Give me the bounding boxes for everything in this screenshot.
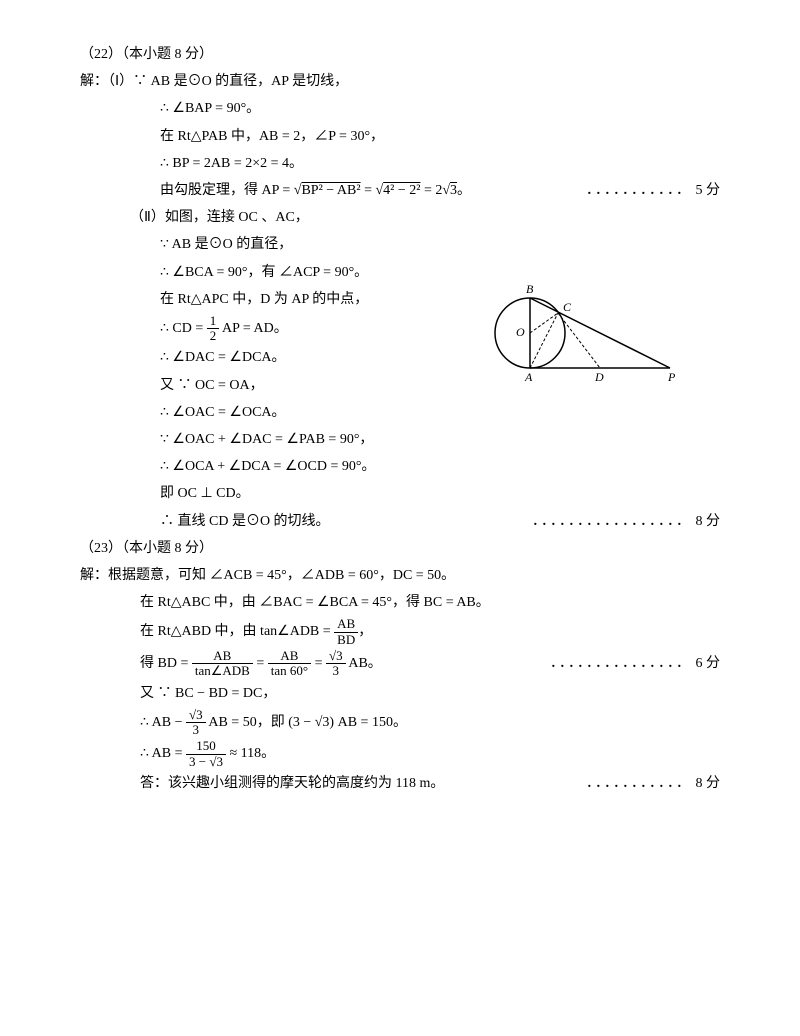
score: 5 分 xyxy=(696,183,721,198)
text: = xyxy=(311,656,326,671)
q22-p2-l10: 即 OC ⊥ CD。 xyxy=(80,481,720,506)
denominator: tan∠ADB xyxy=(192,664,253,678)
text: = xyxy=(361,183,376,198)
numerator: 150 xyxy=(186,739,226,754)
score: 8 分 xyxy=(696,776,721,791)
q23-l6: ∴ AB − √33 AB = 50，即 (3 − √3) AB = 150。 xyxy=(80,708,720,738)
text: AB = 50，即 (3 − √3) AB = 150。 xyxy=(206,715,407,730)
denominator: 3 − √3 xyxy=(186,755,226,769)
text: 。 xyxy=(457,183,471,198)
q23-l7: ∴ AB = 1503 − √3 ≈ 118。 xyxy=(80,739,720,769)
q23-header: （23）（本小题 8 分） xyxy=(80,536,720,561)
denominator: 2 xyxy=(207,329,220,343)
text: ∴ 直线 CD 是⊙O 的切线。 xyxy=(160,509,330,534)
score: 6 分 xyxy=(696,656,721,671)
label-A: A xyxy=(524,370,533,384)
fraction: √33 xyxy=(326,649,346,679)
label-P: P xyxy=(667,370,676,384)
fraction: √33 xyxy=(186,708,206,738)
q22-p1-l2: 在 Rt△PAB 中，AB = 2，∠P = 30°， xyxy=(80,124,720,149)
fraction: ABtan∠ADB xyxy=(192,649,253,679)
label-O: O xyxy=(516,325,525,339)
q23-l2: 在 Rt△ABC 中，由 ∠BAC = ∠BCA = 45°，得 BC = AB… xyxy=(80,590,720,615)
text: 得 BD = xyxy=(140,656,192,671)
q23-l8: 答：该兴趣小组测得的摩天轮的高度约为 118 m。 ．．．．．．．．．．． 8 … xyxy=(80,771,720,796)
radicand: 4² − 2² xyxy=(383,183,420,198)
numerator: 1 xyxy=(207,314,220,329)
text: ∴ CD = xyxy=(160,321,207,336)
q23-l5: 又 ∵ BC − BD = DC， xyxy=(80,681,720,706)
text: 在 Rt△ABD 中，由 tan∠ADB = xyxy=(140,624,334,639)
dots: ．．．．．．．．．．．．．．．．． xyxy=(532,514,692,529)
q22-p2-l1: ∵ AB 是⊙O 的直径， xyxy=(80,232,720,257)
q23-l3: 在 Rt△ABD 中，由 tan∠ADB = ABBD， xyxy=(80,617,720,647)
q22-p1-l1: ∴ ∠BAP = 90°。 xyxy=(80,96,720,121)
q22-p2-intro: （Ⅱ）如图，连接 OC 、AC， xyxy=(80,205,720,230)
numerator: AB xyxy=(192,649,253,664)
label-C: C xyxy=(563,300,572,314)
q22-p1-l4: 由勾股定理，得 AP = √BP² − AB² = √4² − 2² = 2√3… xyxy=(80,178,720,203)
fraction: 12 xyxy=(207,314,220,344)
fraction: ABBD xyxy=(334,617,358,647)
q22-p2-l8: ∵ ∠OAC + ∠DAC = ∠PAB = 90°， xyxy=(80,427,720,452)
text: AB。 xyxy=(346,656,382,671)
radicand: 3 xyxy=(450,183,457,198)
text: ≈ 118。 xyxy=(226,746,275,761)
q22-header: （22）（本小题 8 分） xyxy=(80,42,720,67)
q22-p1-l3: ∴ BP = 2AB = 2×2 = 4。 xyxy=(80,151,720,176)
q23-l4: 得 BD = ABtan∠ADB = ABtan 60° = √33 AB。 ．… xyxy=(80,649,720,679)
denominator: tan 60° xyxy=(268,664,311,678)
text: = xyxy=(253,656,268,671)
fraction: ABtan 60° xyxy=(268,649,311,679)
q22-p2-l7: ∴ ∠OAC = ∠OCA。 xyxy=(80,400,720,425)
fraction: 1503 − √3 xyxy=(186,739,226,769)
label-B: B xyxy=(526,282,534,296)
numerator: AB xyxy=(334,617,358,632)
q22-p2-l11: ∴ 直线 CD 是⊙O 的切线。 ．．．．．．．．．．．．．．．．． 8 分 xyxy=(80,509,720,534)
text: ∴ AB = xyxy=(140,746,186,761)
denominator: 3 xyxy=(186,723,206,737)
dots: ．．．．．．．．．．． xyxy=(586,776,692,791)
text: AP = AD。 xyxy=(219,321,287,336)
numerator: AB xyxy=(268,649,311,664)
geometry-figure: B C O A D P xyxy=(490,278,680,388)
dots: ．．．．．．．．．．．．．．． xyxy=(550,656,692,671)
text: 由勾股定理，得 AP = xyxy=(160,183,294,198)
text: 答：该兴趣小组测得的摩天轮的高度约为 118 m。 xyxy=(140,771,444,796)
label-D: D xyxy=(594,370,604,384)
q22-p2-l9: ∴ ∠OCA + ∠DCA = ∠OCD = 90°。 xyxy=(80,454,720,479)
text: = 2 xyxy=(420,183,442,198)
dots: ．．．．．．．．．．． xyxy=(586,183,692,198)
text: ， xyxy=(358,624,372,639)
radicand: BP² − AB² xyxy=(301,183,360,198)
score: 8 分 xyxy=(696,514,721,529)
numerator: √3 xyxy=(326,649,346,664)
q22-p1-intro: 解：（Ⅰ）∵ AB 是⊙O 的直径，AP 是切线， xyxy=(80,69,720,94)
denominator: BD xyxy=(334,633,358,647)
text: ∴ AB − xyxy=(140,715,186,730)
q23-l1: 解：根据题意，可知 ∠ACB = 45°，∠ADB = 60°，DC = 50。 xyxy=(80,563,720,588)
denominator: 3 xyxy=(326,664,346,678)
numerator: √3 xyxy=(186,708,206,723)
